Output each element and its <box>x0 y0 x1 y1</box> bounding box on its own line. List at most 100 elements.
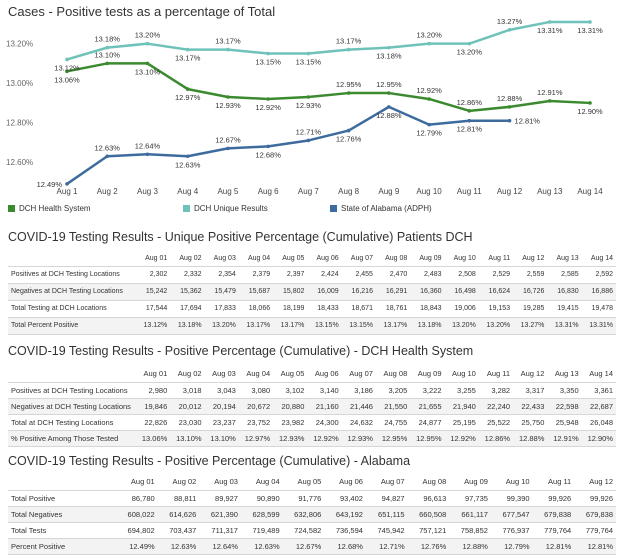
table-cell: 3,080 <box>251 385 271 395</box>
table-cell: 12.67% <box>295 541 322 551</box>
table-cell: 3,350 <box>559 385 579 395</box>
table-cell: 15,362 <box>180 288 202 295</box>
table-cell: 13.17% <box>280 322 305 329</box>
data-point <box>507 105 512 109</box>
column-header: Aug 03 <box>214 477 238 487</box>
data-point <box>427 97 431 101</box>
data-label: 12.91% <box>537 88 563 97</box>
data-point <box>467 109 472 113</box>
x-tick-label: Aug 14 <box>577 187 603 196</box>
table-1-title: COVID-19 Testing Results - Unique Positi… <box>8 230 473 244</box>
series-line <box>66 62 591 113</box>
table-cell: 677,547 <box>502 509 530 519</box>
x-tick-label: Aug 12 <box>497 187 523 196</box>
data-point <box>266 144 270 149</box>
table-cell: 15,687 <box>248 288 271 295</box>
table-row: Negatives at DCH Testing Locations 15,242… <box>8 283 616 300</box>
column-header: Aug 06 <box>339 477 363 487</box>
table-cell: 13.27% <box>520 322 545 329</box>
table-cell: 758,852 <box>460 525 488 535</box>
table-header-row: Aug 01 Aug 02 Aug 03 Aug 04 Aug 05 Aug 06 Aug … <box>8 366 616 382</box>
table-cell: 18,843 <box>420 305 442 312</box>
table-cell: 15,242 <box>145 288 168 295</box>
table-cell: 13.18% <box>417 322 442 329</box>
table-cell: 21,446 <box>350 401 373 411</box>
data-point <box>145 152 150 157</box>
data-point <box>185 47 190 52</box>
table-cell: 779,764 <box>544 525 572 535</box>
data-point <box>427 41 431 46</box>
table-positive-dch-health-system: Aug 01 Aug 02 Aug 03 Aug 04 Aug 05 Aug 06 Aug … <box>8 366 616 447</box>
table-cell: 2,332 <box>184 271 202 278</box>
column-header: Aug 05 <box>280 369 305 379</box>
row-label: Total at DCH Testing Locations <box>11 417 114 427</box>
table-row: Total Tests 694,802 703,437 711,317 719,489 7… <box>8 522 616 538</box>
data-label: 12.86% <box>457 98 483 107</box>
table-cell: 93,402 <box>340 493 363 503</box>
data-point <box>105 61 110 66</box>
table-cell: 679,838 <box>585 509 613 519</box>
table-cell: 16,360 <box>420 288 442 295</box>
data-label: 13.31% <box>577 26 603 35</box>
table-header-blank <box>8 474 116 490</box>
column-header: Aug 14 <box>590 255 613 263</box>
data-point <box>266 97 270 101</box>
data-label: 12.79% <box>416 129 442 138</box>
data-point <box>346 47 351 52</box>
data-label: 12.90% <box>577 107 603 116</box>
x-tick-label: Aug 2 <box>97 187 118 196</box>
data-label: 13.20% <box>135 31 161 40</box>
table-cell: 25,522 <box>487 417 511 427</box>
row-label: % Positive Among Those Tested <box>11 433 119 443</box>
data-label: 13.17% <box>215 37 241 46</box>
table-3-title: COVID-19 Testing Results - Positive Perc… <box>8 454 411 468</box>
table-cell: 18,066 <box>248 305 271 312</box>
row-label: Total Negatives <box>11 509 63 519</box>
table-cell: 21,550 <box>384 401 408 411</box>
data-point <box>65 57 69 62</box>
y-tick-label: 12.80% <box>6 119 33 128</box>
table-cell: 13.15% <box>349 322 373 329</box>
table-cell: 22,687 <box>590 401 613 411</box>
data-point <box>226 47 230 52</box>
column-header: Aug 04 <box>247 255 271 263</box>
data-label: 12.93% <box>296 101 322 110</box>
table-cell: 736,594 <box>335 525 363 535</box>
table-cell: 22,240 <box>487 401 511 411</box>
column-header: Aug 09 <box>417 369 442 379</box>
table-cell: 13.20% <box>486 322 511 329</box>
table-cell: 12.68% <box>337 541 363 551</box>
data-point <box>105 154 110 159</box>
table-cell: 2,455 <box>355 271 373 278</box>
data-point <box>467 118 472 123</box>
column-header: Aug 10 <box>505 477 530 487</box>
table-cell: 614,626 <box>169 509 197 519</box>
table-positive-alabama: Aug 01 Aug 02 Aug 03 Aug 04 Aug 05 Aug 06 Aug … <box>8 474 616 555</box>
table-cell: 3,317 <box>525 385 545 395</box>
table-cell: 21,160 <box>315 401 339 411</box>
column-header: Aug 02 <box>172 477 197 487</box>
data-label: 13.31% <box>537 26 563 35</box>
table-cell: 24,877 <box>418 417 442 427</box>
x-tick-label: Aug 6 <box>258 187 279 196</box>
table-cell: 3,018 <box>182 385 202 395</box>
table-cell: 90,890 <box>256 493 280 503</box>
x-tick-label: Aug 7 <box>298 187 319 196</box>
table-cell: 2,354 <box>218 271 236 278</box>
x-tick-label: Aug 1 <box>57 187 78 196</box>
table-cell: 745,942 <box>377 525 405 535</box>
row-label: Total Tests <box>11 525 47 535</box>
table-cell: 23,982 <box>281 417 305 427</box>
table-cell: 24,632 <box>350 417 373 427</box>
y-tick-label: 13.20% <box>6 40 33 49</box>
table-cell: 13.20% <box>212 322 236 329</box>
data-point <box>507 118 512 123</box>
x-tick-label: Aug 11 <box>457 187 482 196</box>
table-cell: 13.17% <box>246 322 271 329</box>
row-label: Total Positive <box>11 493 56 503</box>
data-point <box>65 182 69 186</box>
table-cell: 2,302 <box>149 271 168 278</box>
data-point <box>547 20 552 24</box>
table-cell: 12.92% <box>450 433 476 443</box>
table-cell: 17,694 <box>180 305 202 312</box>
